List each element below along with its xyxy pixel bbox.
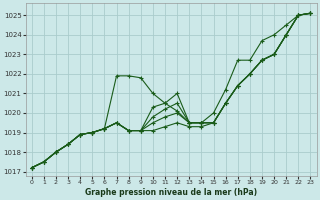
X-axis label: Graphe pression niveau de la mer (hPa): Graphe pression niveau de la mer (hPa) bbox=[85, 188, 257, 197]
